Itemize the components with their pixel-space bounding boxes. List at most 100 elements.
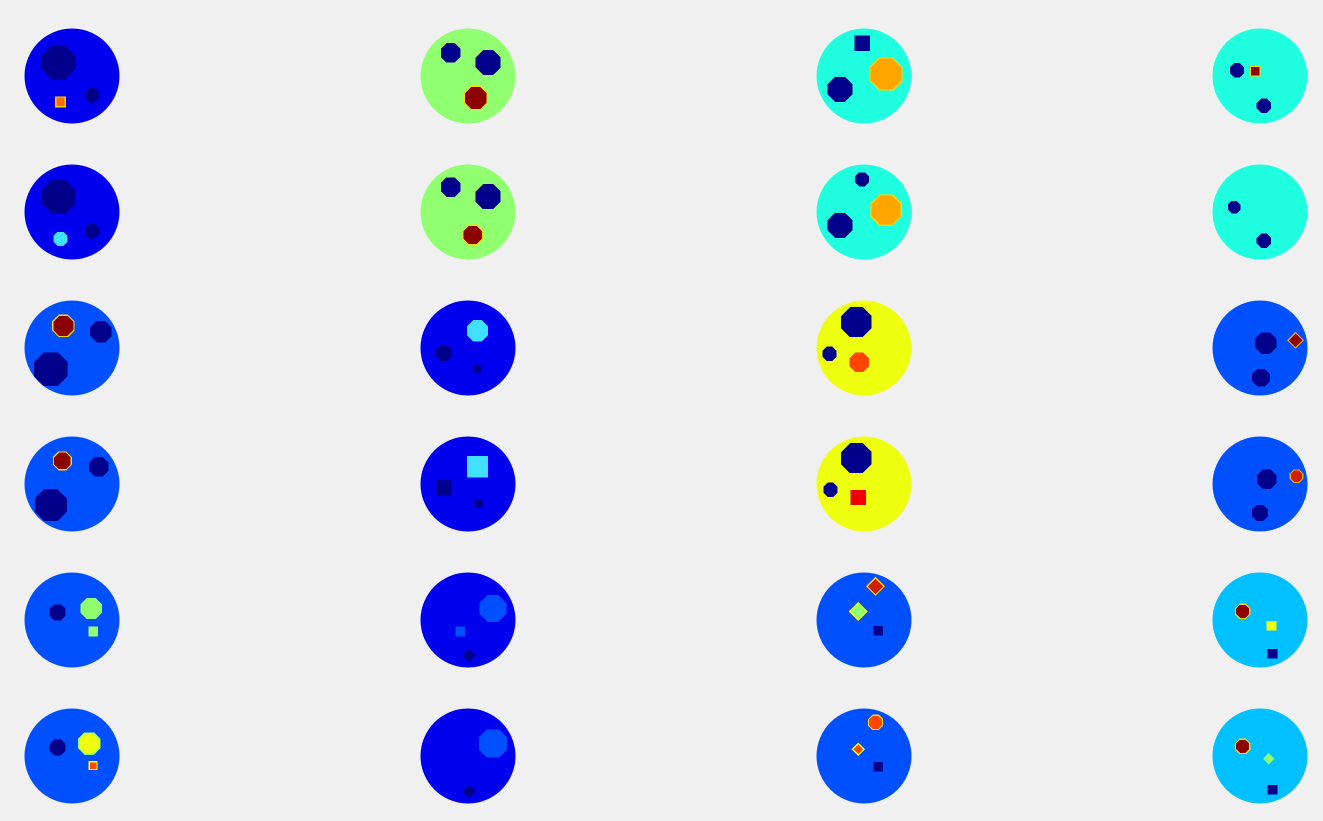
inclusion-1 [1229, 63, 1245, 78]
panel-r6-c4 [1212, 708, 1308, 804]
phantom-disk [24, 28, 120, 124]
panel-r5-c1-image [24, 572, 120, 668]
inclusion-3 [1252, 504, 1268, 521]
inclusion-2 [455, 626, 466, 637]
inclusion-2 [53, 231, 68, 246]
phantom-disk [420, 164, 516, 260]
inclusion-3 [88, 626, 98, 637]
inclusion-1 [1235, 603, 1251, 620]
panel-r1-c2 [420, 28, 516, 124]
inclusion-1 [479, 595, 507, 622]
panel-r5-c1 [24, 572, 120, 668]
inclusion-2 [869, 57, 903, 91]
panel-r1-c4 [1212, 28, 1308, 124]
inclusion-2 [90, 321, 112, 343]
panel-r5-c3-image [816, 572, 912, 668]
inclusion-2 [851, 742, 865, 756]
inclusion-2 [1262, 753, 1275, 765]
phantom-disk [816, 708, 912, 804]
inclusion-2 [436, 480, 452, 496]
inclusion-1 [49, 604, 66, 621]
inclusion-1 [854, 35, 870, 52]
panel-r5-c2 [420, 572, 516, 668]
inclusion-3 [85, 224, 100, 239]
panel-r3-c4-image [1212, 300, 1308, 396]
panel-r3-c2 [420, 300, 516, 396]
phantom-disk [420, 28, 516, 124]
panel-r1-c4-image [1212, 28, 1308, 124]
phantom-disk [420, 436, 516, 532]
panel-r6-c1-image [24, 708, 120, 804]
inclusion-1 [52, 451, 72, 471]
inclusion-1 [1235, 738, 1251, 755]
panel-r3-c2-image [420, 300, 516, 396]
inclusion-3 [85, 88, 100, 103]
panel-r2-c2-image [420, 164, 516, 260]
panel-r3-c4 [1212, 300, 1308, 396]
phantom-disk [420, 300, 516, 396]
inclusion-2 [475, 50, 501, 75]
inclusion-1 [841, 443, 872, 474]
panel-r5-c4-image [1212, 572, 1308, 668]
inclusion-3 [1252, 368, 1270, 387]
panel-r1-c1 [24, 28, 120, 124]
panel-r2-c3 [816, 164, 912, 260]
inclusion-3 [463, 85, 488, 111]
panel-r1-c3-image [816, 28, 912, 124]
inclusion-2 [823, 482, 838, 497]
inclusion-3 [827, 213, 853, 238]
inclusion-2 [80, 597, 102, 620]
inclusion-3 [850, 489, 866, 506]
panel-r6-c3 [816, 708, 912, 804]
inclusion-1 [867, 714, 884, 731]
phantom-disk [24, 572, 120, 668]
phantom-disk [816, 572, 912, 668]
inclusion-1 [1227, 200, 1241, 214]
inclusion-2 [1266, 620, 1277, 631]
phantom-disk [24, 300, 120, 396]
panel-r6-c4-image [1212, 708, 1308, 804]
inclusion-1 [1255, 332, 1277, 354]
panel-r1-c1-image [24, 28, 120, 124]
inclusion-3 [873, 761, 884, 772]
inclusion-1 [854, 172, 870, 187]
panel-r3-c1 [24, 300, 120, 396]
panel-r3-c3 [816, 300, 912, 396]
inclusion-1 [478, 729, 508, 758]
inclusion-3 [473, 364, 483, 374]
inclusion-3 [88, 761, 98, 771]
panel-r5-c4 [1212, 572, 1308, 668]
inclusion-1 [866, 576, 886, 596]
panel-r4-c2 [420, 436, 516, 532]
panel-r4-c4-image [1212, 436, 1308, 532]
panel-r2-c4 [1212, 164, 1308, 260]
inclusion-3 [849, 352, 869, 373]
panel-r4-c2-image [420, 436, 516, 532]
inclusion-1 [440, 43, 461, 63]
inclusion-3 [1256, 98, 1271, 113]
panel-r6-c3-image [816, 708, 912, 804]
inclusion-1 [466, 320, 489, 342]
panel-r2-c3-image [816, 164, 912, 260]
inclusion-1 [52, 314, 75, 338]
inclusion-3 [1267, 784, 1278, 795]
inclusion-2 [89, 456, 109, 477]
phantom-disk [1212, 708, 1308, 804]
inclusion-2 [55, 96, 66, 108]
inclusion-3 [462, 224, 484, 246]
inclusion-2 [1289, 469, 1304, 484]
panel-r5-c2-image [420, 572, 516, 668]
inclusion-1 [440, 177, 461, 197]
panel-r4-c3 [816, 436, 912, 532]
phantom-disk [1212, 572, 1308, 668]
inclusion-2 [1256, 233, 1271, 248]
phantom-disk [1212, 164, 1308, 260]
inclusion-3 [827, 77, 853, 102]
panel-r5-c3 [816, 572, 912, 668]
inclusion-2 [848, 601, 868, 621]
inclusion-2 [1249, 65, 1261, 77]
panel-r2-c1-image [24, 164, 120, 260]
phantom-disk [816, 436, 912, 532]
inclusion-2 [1286, 331, 1305, 349]
